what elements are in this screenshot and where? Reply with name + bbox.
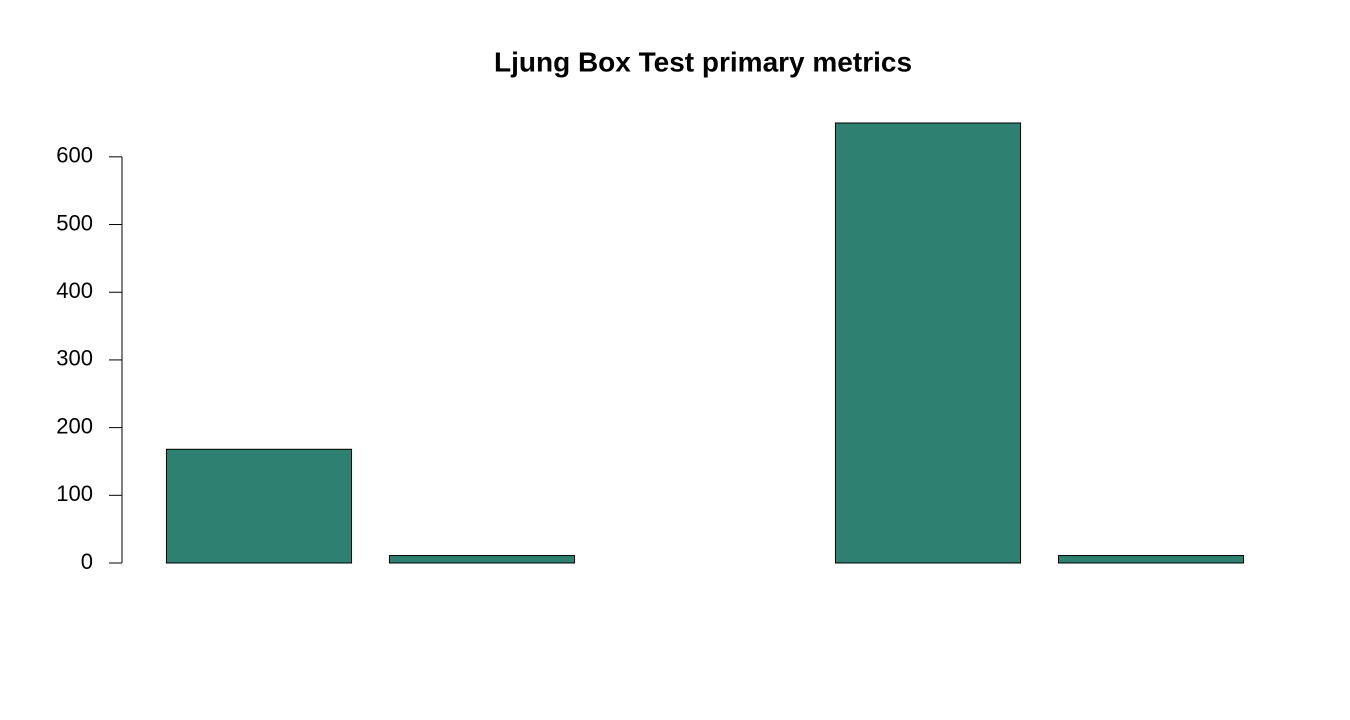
chart-title: Ljung Box Test primary metrics — [494, 46, 912, 77]
y-tick-label: 600 — [56, 143, 93, 168]
bar — [1057, 555, 1245, 564]
y-tick-label: 0 — [81, 549, 93, 574]
y-tick-label: 100 — [56, 481, 93, 506]
y-tick-label: 300 — [56, 346, 93, 371]
y-tick-label: 400 — [56, 278, 93, 303]
y-tick-label: 200 — [56, 413, 93, 438]
bar — [834, 122, 1022, 564]
y-tick-label: 500 — [56, 210, 93, 235]
bar — [165, 448, 353, 564]
bar — [388, 555, 576, 564]
